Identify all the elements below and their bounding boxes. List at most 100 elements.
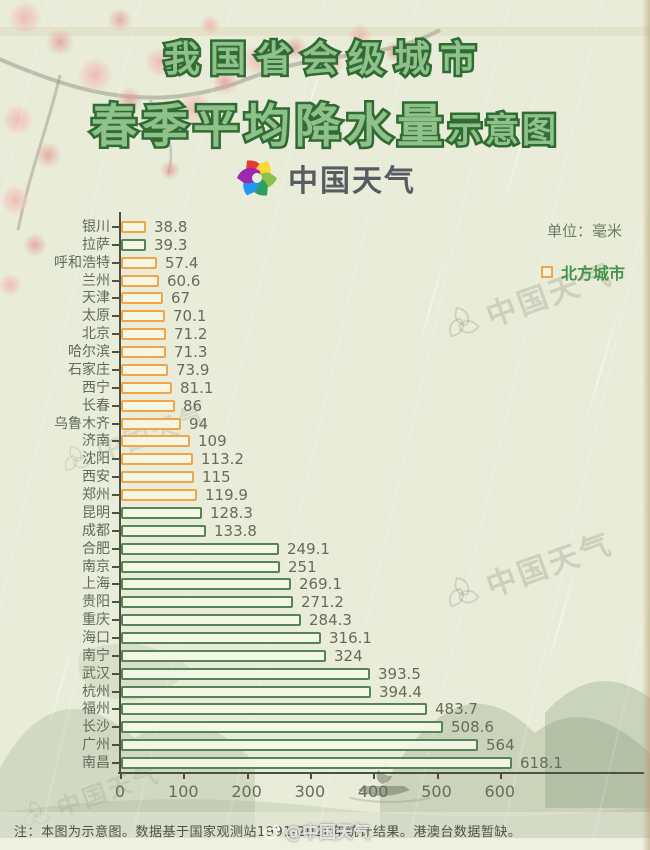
city-label: 长春 [82, 397, 110, 414]
bar [121, 596, 293, 609]
value-label: 249.1 [287, 539, 330, 558]
bar [121, 739, 478, 752]
bar [121, 506, 202, 519]
y-tick [112, 422, 119, 425]
title-line-1: 我国省会级城市 我国省会级城市 [0, 30, 650, 83]
bar-row: 福州 483.7 [0, 700, 650, 718]
bar [121, 381, 172, 394]
bar-chart: 银川 38.8 拉萨 39.3 呼和浩特 57.4 兰州 60.6 天津 67 … [0, 212, 650, 818]
y-axis-line [119, 212, 121, 774]
city-label: 西宁 [82, 379, 110, 396]
footer-note: 注：本图为示意图。数据基于国家观测站1991-2020年统计结果。港澳台数据暂缺… [14, 825, 522, 840]
x-tick [246, 774, 249, 779]
value-label: 133.8 [214, 521, 257, 540]
city-label: 郑州 [82, 487, 110, 504]
bar-row: 长沙 508.6 [0, 718, 650, 736]
bar-row: 广州 564 [0, 736, 650, 754]
bar [121, 399, 175, 412]
value-label: 251 [288, 557, 317, 576]
value-label: 71.2 [174, 325, 208, 344]
legend-swatch [540, 266, 553, 278]
value-label: 394.4 [379, 682, 422, 701]
bar [121, 667, 370, 680]
value-label: 271.2 [301, 593, 344, 612]
city-label: 西安 [82, 469, 110, 486]
y-tick [112, 583, 119, 586]
value-label: 113.2 [201, 450, 244, 469]
y-tick [112, 494, 119, 497]
value-label: 94 [189, 414, 209, 433]
x-tick [436, 774, 439, 779]
y-tick [112, 637, 119, 639]
x-tick-label: 400 [357, 782, 389, 801]
city-label: 成都 [82, 522, 110, 539]
y-tick [112, 261, 119, 264]
brand-logo: 中国天气 [0, 155, 650, 201]
y-tick [112, 511, 119, 514]
city-label: 杭州 [82, 683, 110, 700]
y-tick [112, 351, 119, 354]
bar-row: 重庆 284.3 [0, 611, 650, 629]
bar-row: 石家庄 73.9 [0, 361, 650, 379]
bar-row: 合肥 249.1 [0, 540, 650, 558]
y-tick [112, 243, 119, 246]
title-outline: 春季平均降水量示意图 [89, 97, 559, 156]
bar [121, 346, 166, 359]
bar-row: 贵阳 271.2 [0, 593, 650, 611]
city-label: 武汉 [82, 665, 110, 682]
bar [121, 721, 443, 734]
y-tick [112, 315, 119, 318]
city-label: 广州 [82, 737, 110, 754]
bar [121, 703, 427, 716]
weibo-watermark: @中国天气 [262, 818, 370, 843]
y-tick [112, 529, 119, 532]
bar-row: 兰州 60.6 [0, 272, 650, 290]
x-tick-label: 0 [114, 782, 126, 801]
bar [121, 238, 146, 251]
y-tick [112, 440, 119, 443]
bar [121, 453, 193, 466]
y-tick [112, 762, 119, 765]
bar-row: 呼和浩特 57.4 [0, 254, 650, 272]
value-label: 564 [486, 736, 515, 755]
city-label: 乌鲁木齐 [54, 415, 110, 432]
bar-row: 南宁 324 [0, 647, 650, 665]
value-label: 60.6 [167, 271, 201, 290]
city-label: 昆明 [82, 504, 110, 521]
bar-row: 银川 38.8 [0, 218, 650, 236]
y-tick [112, 333, 119, 336]
bar-row: 太原 70.1 [0, 307, 650, 325]
bar [121, 328, 166, 341]
bar-row: 南昌 618.1 [0, 754, 650, 772]
y-tick [112, 297, 119, 300]
bar-row: 长春 86 [0, 397, 650, 415]
y-tick [112, 476, 119, 479]
y-tick [112, 226, 119, 228]
bar [121, 221, 146, 233]
y-tick [112, 619, 119, 622]
bar [121, 542, 279, 555]
x-tick-label: 200 [231, 782, 262, 801]
x-axis-line [118, 772, 644, 774]
x-tick [499, 774, 502, 779]
city-label: 沈阳 [82, 451, 110, 468]
value-label: 86 [183, 396, 203, 415]
city-label: 石家庄 [68, 361, 110, 378]
weather-pinwheel-logo-icon [237, 160, 277, 196]
city-label: 哈尔滨 [68, 344, 110, 361]
y-tick [112, 726, 119, 729]
city-label: 银川 [82, 219, 110, 235]
footer-strip [0, 812, 650, 850]
bar [121, 292, 163, 305]
bar-row: 拉萨 39.3 [0, 236, 650, 254]
bar-row: 西安 115 [0, 468, 650, 486]
bar-row: 北京 71.2 [0, 325, 650, 343]
bar [121, 471, 194, 484]
value-label: 269.1 [299, 575, 342, 594]
x-tick-label: 300 [294, 782, 326, 801]
bar [121, 363, 168, 376]
bar-row: 武汉 393.5 [0, 665, 650, 683]
weibo-handle: @中国天气 [285, 823, 370, 843]
bar-row: 上海 269.1 [0, 575, 650, 593]
bar [121, 685, 371, 698]
